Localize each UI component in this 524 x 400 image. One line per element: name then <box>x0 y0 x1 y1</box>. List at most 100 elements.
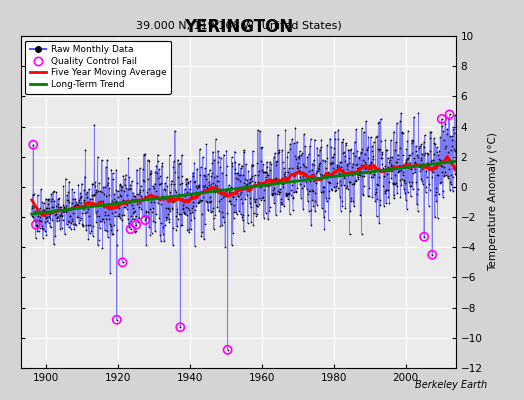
Point <box>333 162 342 168</box>
Point <box>59 209 67 216</box>
Point <box>49 188 58 195</box>
Point <box>434 152 442 158</box>
Point <box>51 233 60 240</box>
Point <box>308 186 316 193</box>
Point <box>274 188 282 194</box>
Point <box>431 189 440 196</box>
Point <box>241 176 249 182</box>
Point <box>105 185 114 191</box>
Point <box>280 176 289 182</box>
Point <box>296 181 304 187</box>
Point <box>41 218 49 225</box>
Point <box>158 160 167 166</box>
Point <box>54 206 63 213</box>
Point <box>133 191 141 198</box>
Point <box>143 212 151 219</box>
Point <box>313 144 321 151</box>
Point <box>405 152 413 158</box>
Point <box>258 195 266 202</box>
Point <box>293 165 301 172</box>
Point <box>98 245 106 251</box>
Point <box>86 222 95 228</box>
Point <box>294 154 302 160</box>
Point <box>277 199 285 206</box>
Point <box>332 168 340 175</box>
Point <box>66 212 74 219</box>
Point <box>135 190 143 197</box>
Point <box>223 347 232 353</box>
Point <box>346 194 355 201</box>
Point <box>80 204 89 210</box>
Point <box>425 148 434 155</box>
Point <box>192 182 200 189</box>
Point <box>135 186 144 193</box>
Point <box>190 214 198 221</box>
Point <box>328 172 336 178</box>
Point <box>449 188 457 194</box>
Point <box>216 164 224 170</box>
Point <box>423 150 432 156</box>
Point <box>122 198 130 205</box>
Point <box>359 192 367 198</box>
Point <box>223 162 231 169</box>
Point <box>378 151 386 157</box>
Point <box>66 219 74 225</box>
Point <box>310 136 319 143</box>
Point <box>206 209 215 216</box>
Point <box>271 176 279 182</box>
Point <box>323 142 331 148</box>
Point <box>199 154 207 160</box>
Point <box>187 192 195 199</box>
Point <box>450 130 458 136</box>
Point <box>240 148 248 155</box>
Point <box>200 173 209 179</box>
Point <box>396 194 405 200</box>
Point <box>239 211 247 218</box>
Point <box>118 259 127 266</box>
Point <box>342 140 350 147</box>
Point <box>179 210 188 216</box>
Point <box>304 191 312 197</box>
Point <box>241 186 249 192</box>
Point <box>136 189 145 195</box>
Point <box>347 180 356 187</box>
Point <box>342 142 350 149</box>
Point <box>189 169 197 176</box>
Point <box>419 139 428 145</box>
Point <box>183 226 192 233</box>
Point <box>249 210 258 216</box>
Point <box>439 188 447 195</box>
Point <box>276 208 285 214</box>
Point <box>223 192 231 198</box>
Point <box>417 176 425 182</box>
Point <box>117 186 125 193</box>
Point <box>311 176 320 182</box>
Point <box>165 216 173 222</box>
Point <box>140 213 148 219</box>
Point <box>204 199 213 205</box>
Point <box>325 179 334 186</box>
Point <box>193 185 202 191</box>
Point <box>124 186 132 193</box>
Point <box>104 174 113 181</box>
Point <box>45 220 53 226</box>
Point <box>201 182 210 188</box>
Point <box>306 177 314 184</box>
Point <box>193 183 202 189</box>
Point <box>400 178 409 184</box>
Point <box>71 196 79 202</box>
Point <box>64 224 73 230</box>
Point <box>386 154 395 160</box>
Point <box>205 182 214 188</box>
Point <box>352 178 360 184</box>
Point <box>384 164 392 170</box>
Point <box>336 164 345 170</box>
Point <box>444 149 452 155</box>
Point <box>294 155 303 161</box>
Point <box>275 149 283 156</box>
Point <box>344 172 352 178</box>
Point <box>420 144 429 151</box>
Point <box>365 162 373 168</box>
Point <box>394 169 402 175</box>
Point <box>292 138 301 145</box>
